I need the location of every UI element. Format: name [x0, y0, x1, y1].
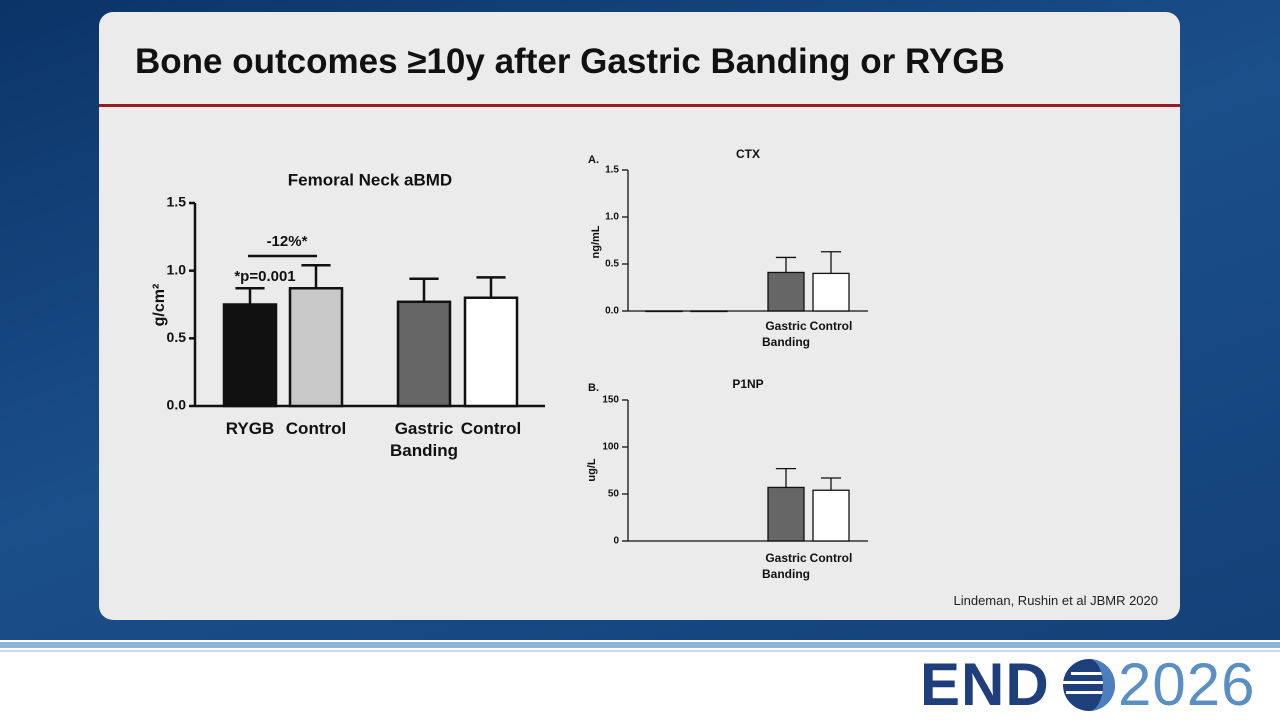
bar [288, 287, 344, 408]
y-axis-label: ug/L [586, 458, 598, 481]
citation: Lindeman, Rushin et al JBMR 2020 [953, 593, 1158, 608]
content-card [99, 12, 1180, 620]
y-tick-label: 0.0 [167, 397, 187, 413]
title-rule [99, 104, 1180, 107]
annotation: -12%* [267, 233, 308, 250]
bar [767, 271, 805, 312]
bar [767, 486, 805, 542]
y-tick-label: 1.0 [167, 261, 187, 277]
slide-title: Bone outcomes ≥10y after Gastric Banding… [135, 42, 1005, 81]
chart-title: P1NP [732, 377, 763, 391]
y-tick-label: 100 [602, 442, 619, 453]
panel-label: B. [588, 382, 599, 394]
annotation: *p=0.001 [234, 268, 295, 285]
x-tick-label: Control [809, 551, 853, 565]
bar [645, 310, 683, 313]
y-tick-label: 1.5 [167, 194, 187, 210]
bar [463, 296, 519, 408]
x-tick-label: RYGB [225, 419, 275, 438]
y-tick-label: 0.5 [167, 329, 187, 345]
x-tick-label: Gastric Banding [762, 551, 810, 581]
y-tick-label: 50 [608, 489, 620, 500]
y-axis-label: g/cm² [151, 284, 168, 327]
y-tick-label: 0.5 [605, 259, 619, 270]
logo-globe [1063, 659, 1115, 711]
y-tick-label: 150 [602, 395, 619, 406]
footer-stripe [0, 642, 1280, 648]
x-tick-label: Gastric Banding [390, 419, 458, 461]
x-tick-label: Control [285, 419, 347, 438]
x-tick-label: Gastric Banding [762, 319, 810, 349]
y-tick-label: 1.0 [605, 212, 619, 223]
footer-stripe [0, 650, 1280, 652]
x-tick-label: Control [460, 419, 522, 438]
x-tick-label: Control [809, 319, 853, 333]
bar [222, 303, 278, 408]
bar [812, 272, 850, 312]
bar [690, 310, 728, 313]
logo-year: 2026 [1118, 651, 1256, 718]
y-axis-label: ng/mL [590, 225, 602, 258]
chart-title: Femoral Neck aBMD [288, 170, 452, 189]
panel-label: A. [588, 154, 599, 166]
y-tick-label: 1.5 [605, 165, 619, 176]
logo-name: END [920, 651, 1050, 718]
bar [812, 489, 850, 542]
y-tick-label: 0 [613, 536, 619, 547]
y-tick-label: 0.0 [605, 306, 619, 317]
chart-title: CTX [736, 147, 760, 161]
bar [396, 300, 452, 408]
